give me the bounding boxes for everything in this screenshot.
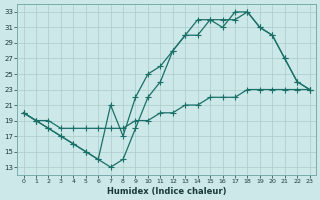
- X-axis label: Humidex (Indice chaleur): Humidex (Indice chaleur): [107, 187, 226, 196]
